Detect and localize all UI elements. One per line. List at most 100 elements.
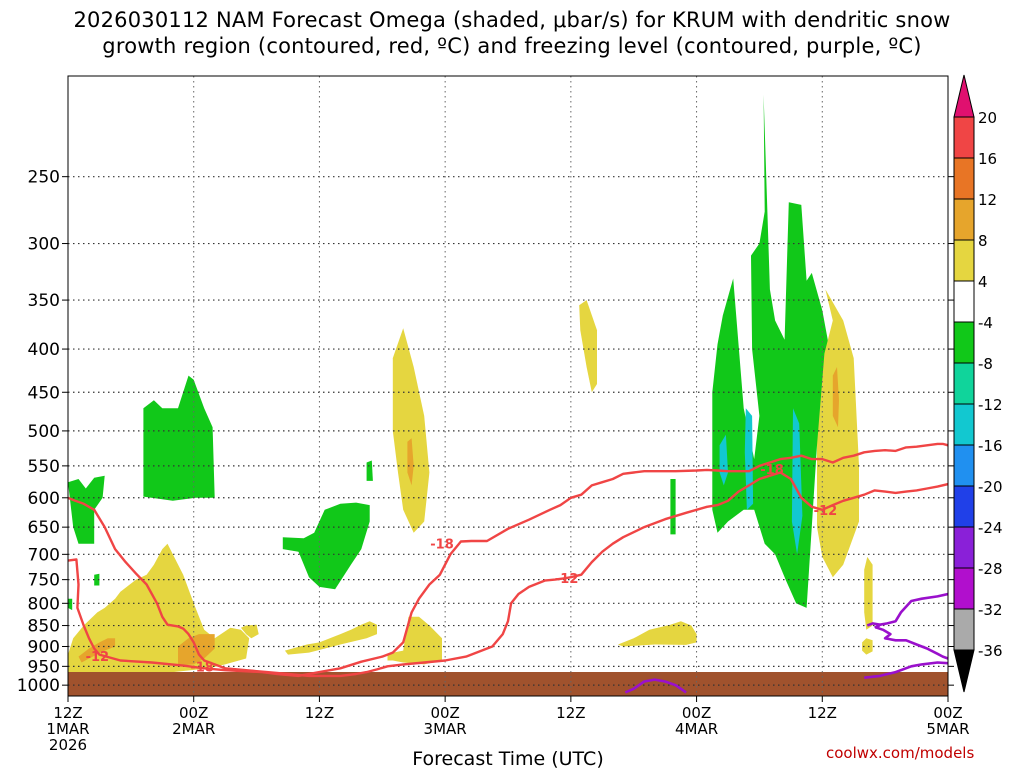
omega-region-15 [392,328,430,533]
colorbar-label: 4 [978,273,988,291]
freezing-level-contour [864,661,948,679]
omega-region-2 [68,598,73,611]
colorbar-swatch [953,485,975,528]
x-tick-label: 12Z [808,704,837,722]
colorbar-label: 16 [978,150,997,168]
omega-region-24 [832,367,839,428]
omega-region-6 [670,479,676,535]
chart-title-line-2: growth region (contoured, red, ºC) and f… [102,34,922,58]
colorbar-label: 12 [978,191,997,209]
colorbar-label: -12 [978,396,1003,414]
contour-label: -18 [190,660,214,675]
y-tick-label: 350 [28,291,60,311]
omega-shading-layer [68,94,873,675]
x-tick-label: 1MAR [46,720,89,738]
colorbar-swatch [953,280,975,323]
y-tick-label: 1000 [17,676,60,696]
colorbar-swatch [953,116,975,159]
y-tick-label: 450 [28,383,60,403]
omega-region-1 [94,573,100,586]
x-axis-label: Forecast Time (UTC) [412,748,603,768]
x-tick-label: 00Z [430,704,459,722]
contour-label: -12 [86,650,110,665]
colorbar-top-arrow [953,74,975,118]
y-tick-label: 400 [28,340,60,360]
colorbar-label: -8 [978,355,993,373]
x-tick-label: 4MAR [675,720,718,738]
omega-region-8 [719,434,728,486]
colorbar-label: -36 [978,642,1003,660]
x-tick-label: 00Z [179,704,208,722]
omega-region-17 [618,621,697,647]
omega-region-19 [864,556,873,630]
y-tick-label: 950 [28,657,60,677]
x-tick-label: 00Z [682,704,711,722]
plot-frame [67,75,949,697]
omega-region-12 [240,624,259,639]
colorbar-label: -16 [978,437,1003,455]
contour-label: -12 [555,572,579,587]
chart-title-line-1: 2026030112 NAM Forecast Omega (shaded, μ… [73,8,951,32]
omega-region-16 [579,300,597,393]
contour-label: -18 [760,463,784,478]
y-tick-label: 850 [28,617,60,637]
colorbar-swatch [953,321,975,364]
omega-region-20 [862,638,873,655]
omega-region-23 [407,438,414,486]
colorbar-label: -20 [978,478,1003,496]
x-tick-label: 2MAR [172,720,215,738]
x-tick-label: 3MAR [424,720,467,738]
contour-label: -18 [430,538,454,553]
colorbar-swatch [953,567,975,610]
omega-region-18 [817,289,859,578]
website-credit: coolwx.com/models [826,744,975,762]
contour-label: -12 [814,504,838,519]
colorbar: 20 16 12 8 4 -4 -8 -12 -16 -20 -24 -28 -32 -36 [953,74,1003,693]
dgz-contour-minus18 [68,471,948,678]
y-tick-label: 800 [28,594,60,614]
colorbar-swatch [953,362,975,405]
colorbar-swatch [953,157,975,200]
omega-region-4 [282,502,370,590]
omega-region-3 [143,375,215,501]
y-tick-label: 750 [28,571,60,591]
x-tick-label: 2026 [49,736,87,754]
colorbar-swatch [953,198,975,241]
colorbar-swatch [953,608,975,651]
y-tick-label: 550 [28,457,60,477]
x-tick-label: 12Z [556,704,585,722]
colorbar-label: 20 [978,109,997,127]
colorbar-swatch [953,444,975,487]
x-tick-label: 12Z [305,704,334,722]
x-tick-label: 5MAR [926,720,969,738]
colorbar-label: -32 [978,601,1003,619]
y-tick-label: 300 [28,235,60,255]
ground-surface [68,672,948,696]
colorbar-swatch [953,526,975,569]
colorbar-label: -28 [978,560,1003,578]
omega-region-5 [366,460,373,481]
omega-region-0 [68,475,105,544]
colorbar-swatch [953,239,975,282]
y-tick-label: 900 [28,638,60,658]
y-tick-label: 650 [28,518,60,538]
omega-region-7 [712,94,837,608]
x-tick-label: 12Z [53,704,82,722]
y-axis-ticks: 2503003504004505005506006507007508008509… [17,168,954,696]
colorbar-bottom-arrow [953,649,975,693]
freezing-level-contour [874,592,948,629]
freezing-level-contour [624,678,687,694]
omega-region-14 [387,616,442,665]
x-tick-label: 00Z [933,704,962,722]
omega-region-10 [791,408,803,555]
y-tick-label: 500 [28,422,60,442]
y-tick-label: 250 [28,168,60,188]
y-tick-label: 700 [28,545,60,565]
y-tick-label: 600 [28,489,60,509]
colorbar-swatch [953,403,975,446]
omega-region-13 [284,621,377,655]
colorbar-label: -24 [978,519,1003,537]
grid-lines [68,76,948,696]
